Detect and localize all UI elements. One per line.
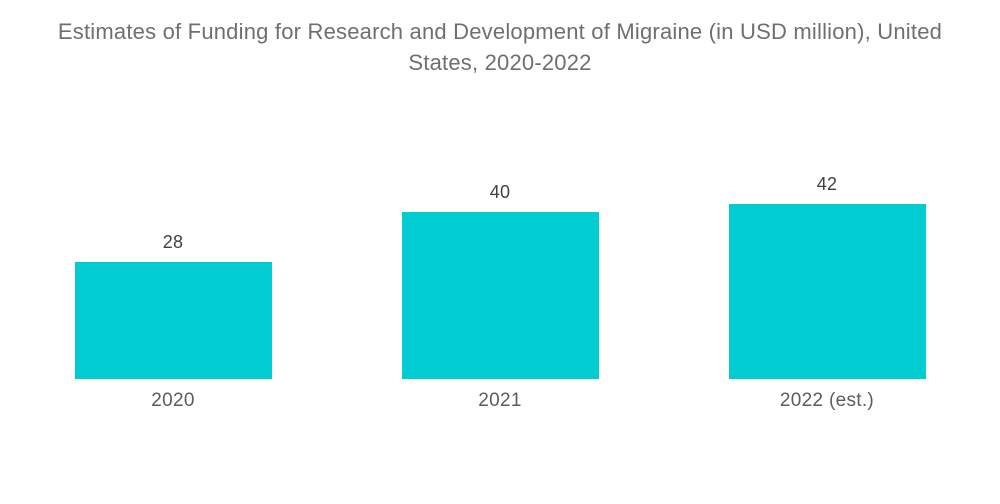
category-label-2021: 2021 — [478, 390, 522, 411]
bar-2020 — [74, 262, 272, 379]
bar-value-label: 42 — [816, 174, 838, 194]
bar-group-2021: 40 2021 — [401, 182, 599, 412]
category-label-2022-est: 2022 (est.) — [779, 390, 875, 411]
category-label-2020: 2020 — [151, 390, 195, 411]
bar-chart-plot-area: 28 2020 40 2021 42 2022 (est.) — [0, 174, 1000, 412]
bar-group-2022: 42 2022 (est.) — [728, 174, 926, 412]
chart-title: Estimates of Funding for Research and De… — [57, 19, 943, 76]
bar-value-label: 40 — [489, 182, 511, 202]
bar-2021 — [401, 212, 599, 379]
bar-value-label: 28 — [162, 232, 184, 252]
bar-group-2020: 28 2020 — [74, 232, 272, 412]
bar-2022-est — [728, 204, 926, 379]
